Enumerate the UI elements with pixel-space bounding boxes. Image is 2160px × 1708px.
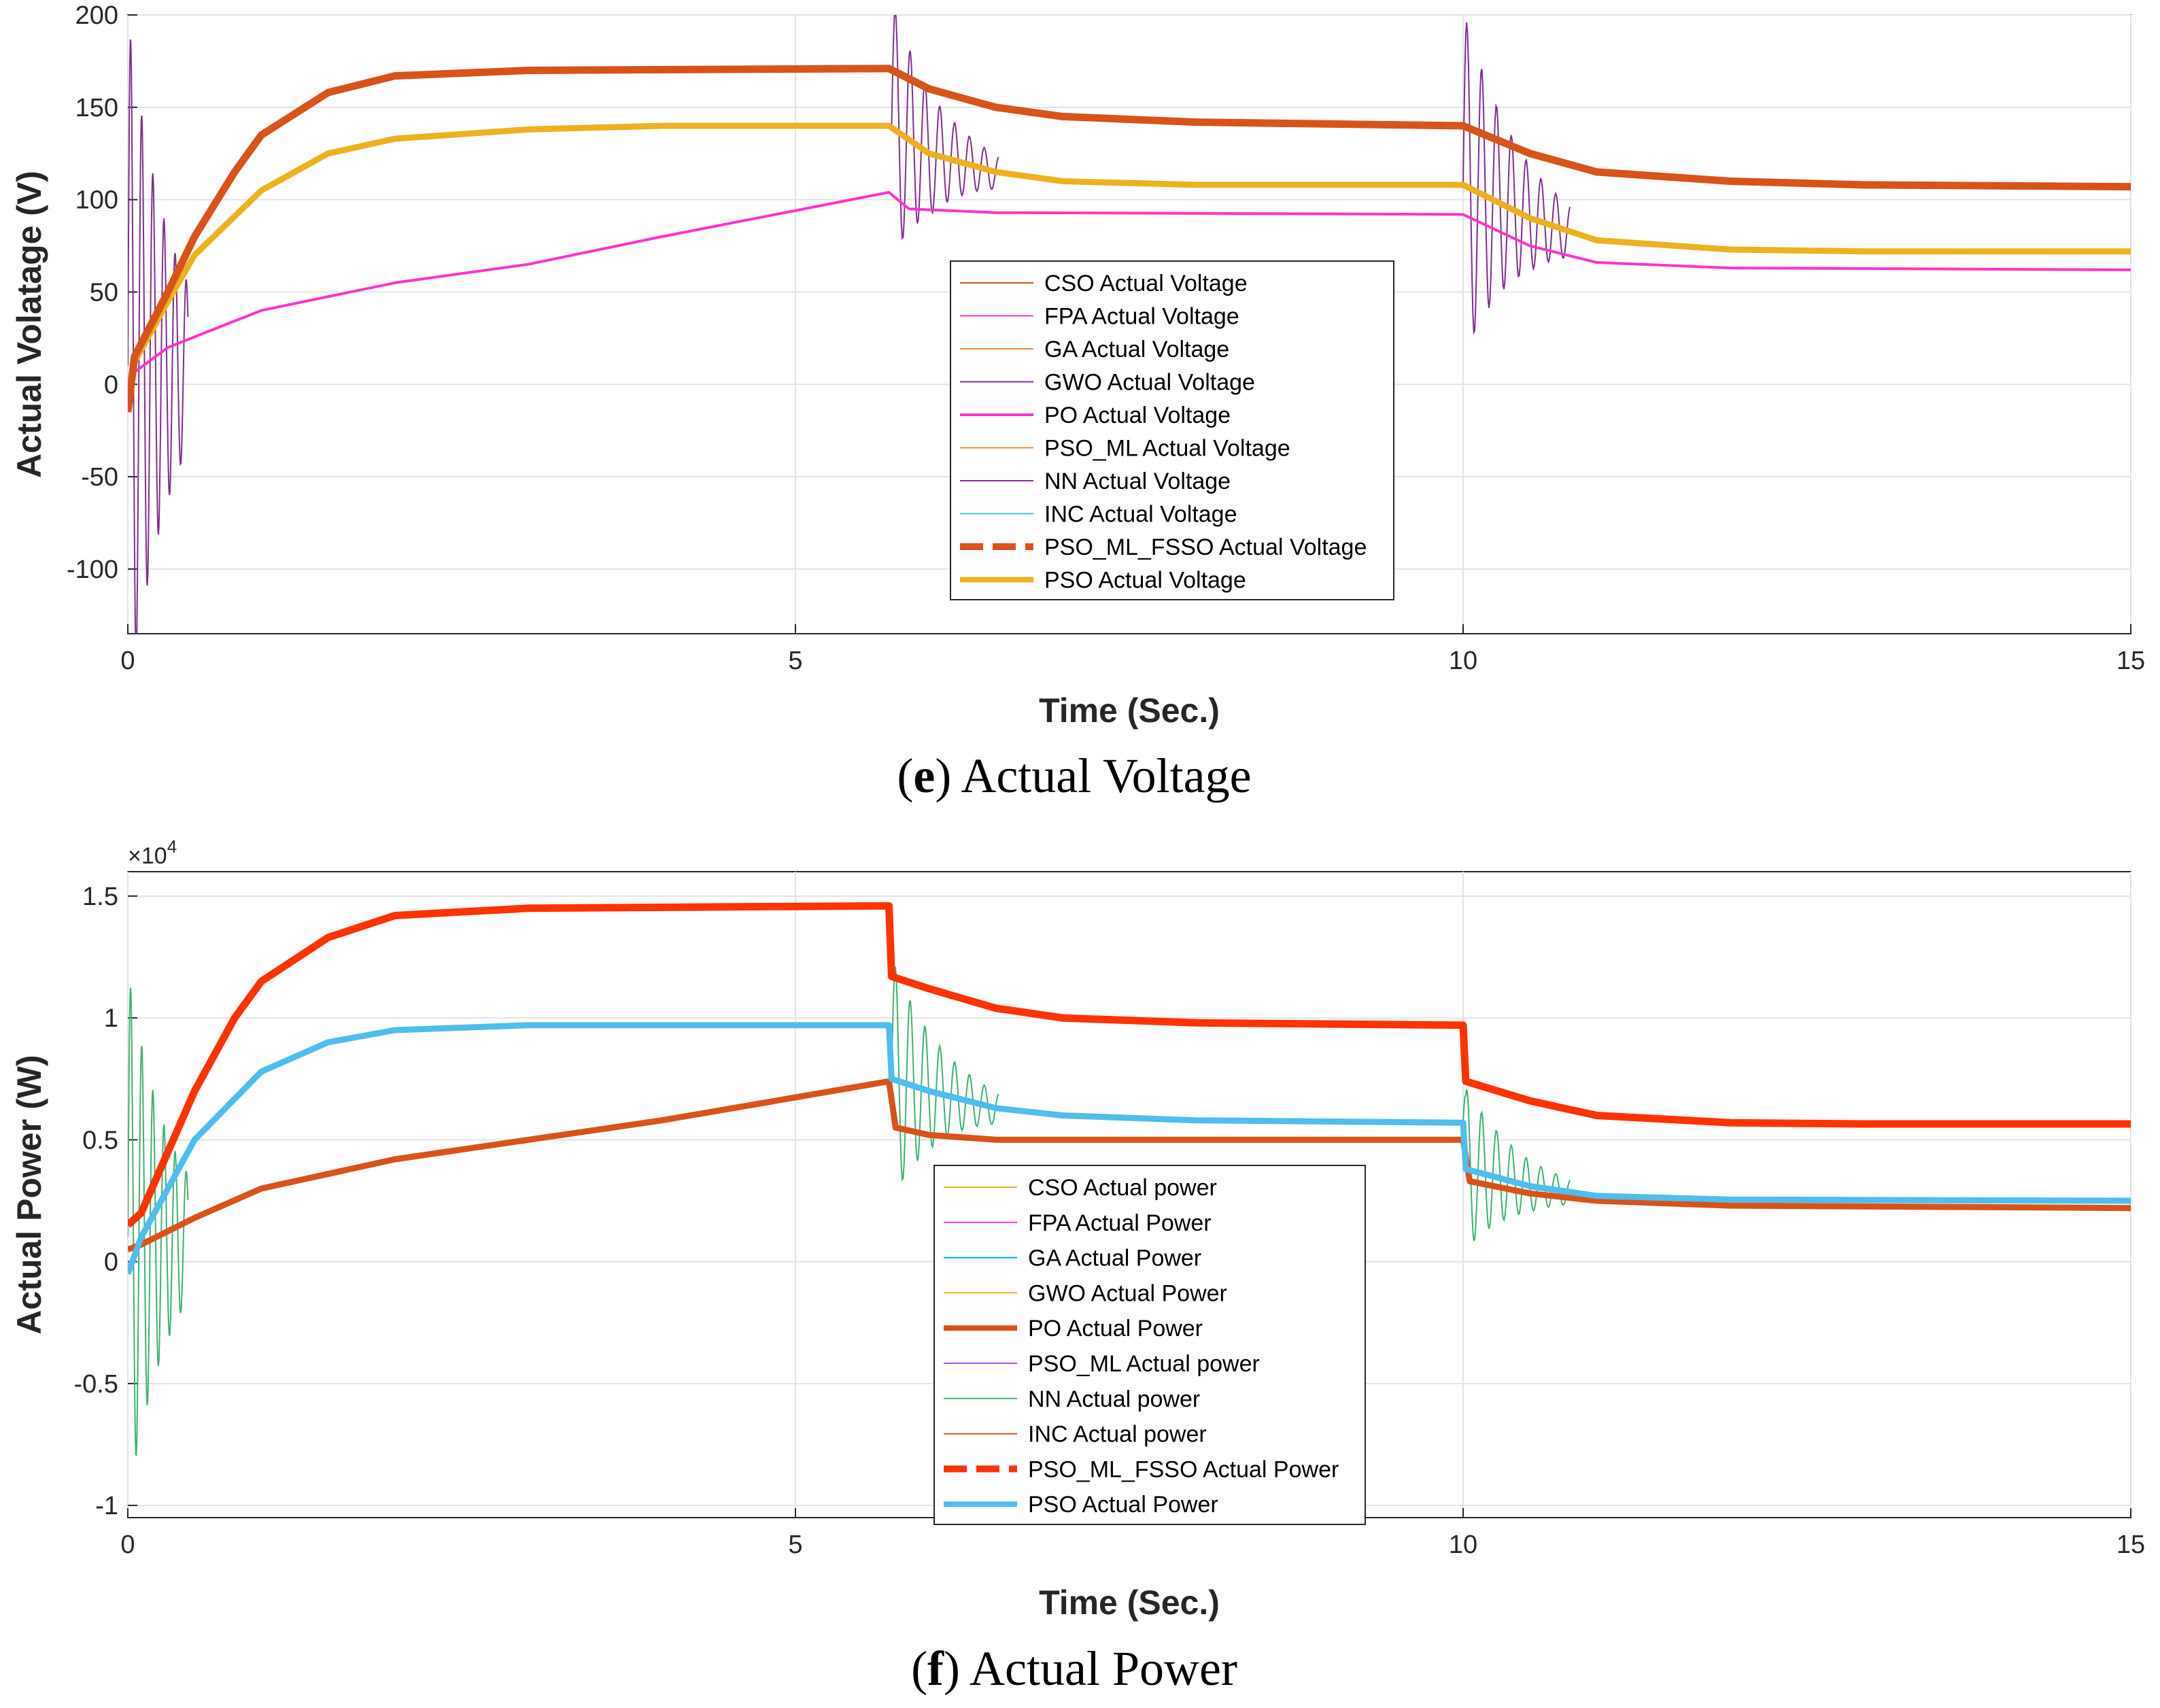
power-y-tick-label: 0.5 — [82, 1126, 118, 1155]
power-y-exponent: ×104 — [128, 836, 177, 869]
power-tick-labels: 0 5 10 15 -1 -0.5 0 0.5 1 1.5 — [74, 883, 2146, 1559]
power-legend-label: GWO Actual Power — [1028, 1280, 1227, 1306]
voltage-legend: CSO Actual Voltage FPA Actual Voltage GA A… — [950, 260, 1394, 600]
voltage-transient-oscillation — [128, 39, 189, 634]
power-y-exponent-base: ×10 — [128, 843, 167, 869]
voltage-caption-text: Actual Voltage — [961, 749, 1251, 803]
power-legend-label: FPA Actual Power — [1028, 1210, 1212, 1236]
voltage-y-tick-label: 0 — [104, 371, 118, 399]
power-y-tick-label: 1.5 — [82, 883, 118, 911]
voltage-y-tick-label: -100 — [67, 556, 118, 584]
voltage-legend-label: GA Actual Voltage — [1044, 337, 1229, 362]
power-series-line-po-actual-power — [128, 1078, 2131, 1252]
voltage-caption: (e) Actual Voltage — [897, 749, 1251, 803]
voltage-series-line-pso-ml-fsso-actual-voltage — [128, 65, 2131, 413]
power-y-tick-label: 1 — [104, 1004, 118, 1033]
power-series-lines — [128, 902, 2131, 1456]
power-caption: (f) Actual Power — [911, 1641, 1237, 1696]
voltage-legend-label: PO Actual Voltage — [1044, 403, 1231, 428]
voltage-series-lines — [128, 15, 2131, 634]
voltage-series-line-po-actual-voltage — [129, 190, 2131, 377]
voltage-caption-paren-close: ) — [935, 749, 961, 803]
power-caption-text: Actual Power — [970, 1641, 1237, 1696]
power-series-line-pso-ml-fsso-actual-power — [128, 902, 2131, 1228]
voltage-y-tick-label: 150 — [75, 94, 118, 122]
power-legend-label: INC Actual power — [1028, 1422, 1207, 1448]
voltage-legend-label: PSO_ML Actual Voltage — [1044, 436, 1290, 462]
voltage-x-axis-label: Time (Sec.) — [1039, 691, 1220, 730]
voltage-y-tick-label: 200 — [75, 1, 118, 30]
power-series-group — [128, 902, 2131, 1456]
power-legend-label: PSO_ML_FSSO Actual Power — [1028, 1456, 1339, 1482]
voltage-y-axis-label: Actual Volatage (V) — [10, 171, 48, 478]
voltage-x-tick-label: 0 — [120, 647, 135, 675]
voltage-legend-label: PSO_ML_FSSO Actual Voltage — [1044, 534, 1367, 560]
power-legend-label: CSO Actual power — [1028, 1175, 1217, 1201]
voltage-x-tick-label: 5 — [788, 647, 802, 675]
power-x-tick-label: 15 — [2116, 1531, 2145, 1559]
power-y-tick-label: -1 — [95, 1492, 118, 1520]
power-caption-paren-close: ) — [944, 1641, 970, 1696]
voltage-legend-label: PSO Actual Voltage — [1044, 568, 1246, 594]
power-series-line-pso-actual-power — [128, 1022, 2131, 1276]
voltage-legend-box — [950, 260, 1394, 600]
voltage-legend-label: INC Actual Voltage — [1044, 502, 1237, 528]
power-x-axis-label: Time (Sec.) — [1039, 1584, 1220, 1622]
voltage-legend-label: FPA Actual Voltage — [1044, 304, 1239, 330]
voltage-legend-label: CSO Actual Voltage — [1044, 271, 1248, 296]
voltage-tick-labels: 0 5 10 15 -100 -50 0 50 100 150 200 — [67, 1, 2145, 675]
power-legend-label: NN Actual power — [1028, 1386, 1200, 1412]
power-legend-label: PSO Actual Power — [1028, 1492, 1218, 1518]
voltage-legend-label: NN Actual Voltage — [1044, 468, 1231, 494]
power-chart: 0 5 10 15 -1 -0.5 0 0.5 1 1.5 ×104 Time (Sec.) Ac… — [10, 836, 2145, 1696]
voltage-caption-letter: e — [913, 749, 935, 803]
power-x-tick-label: 5 — [788, 1531, 802, 1559]
power-x-tick-label: 0 — [120, 1531, 135, 1559]
power-legend-label: PSO_ML Actual power — [1028, 1351, 1260, 1377]
power-y-exponent-power: 4 — [167, 836, 177, 857]
power-legend-box — [933, 1165, 1366, 1525]
voltage-y-tick-label: 50 — [90, 278, 118, 307]
voltage-series-line-pso-actual-voltage — [128, 122, 2131, 413]
voltage-chart: 0 5 10 15 -100 -50 0 50 100 150 200 Time (Sec.) Ac… — [10, 1, 2145, 803]
power-caption-letter: f — [927, 1641, 944, 1696]
power-legend: CSO Actual power FPA Actual Power GA Actua… — [933, 1165, 1366, 1525]
voltage-x-tick-label: 10 — [1449, 647, 1477, 675]
voltage-y-tick-label: -50 — [81, 463, 118, 492]
power-caption-paren-open: ( — [911, 1641, 927, 1696]
power-transient-oscillation — [128, 987, 189, 1456]
voltage-legend-label: GWO Actual Voltage — [1044, 370, 1255, 396]
voltage-y-tick-label: 100 — [75, 186, 118, 215]
voltage-series-group — [128, 15, 2131, 634]
voltage-caption-paren-open: ( — [897, 749, 913, 803]
power-legend-label: PO Actual Power — [1028, 1316, 1203, 1342]
voltage-x-tick-label: 15 — [2116, 647, 2145, 675]
power-y-tick-label: 0 — [104, 1248, 118, 1277]
power-y-tick-label: -0.5 — [74, 1370, 118, 1399]
power-legend-label: GA Actual Power — [1028, 1246, 1201, 1271]
power-x-tick-label: 10 — [1449, 1531, 1477, 1559]
power-y-axis-label: Actual Power (W) — [10, 1055, 48, 1334]
